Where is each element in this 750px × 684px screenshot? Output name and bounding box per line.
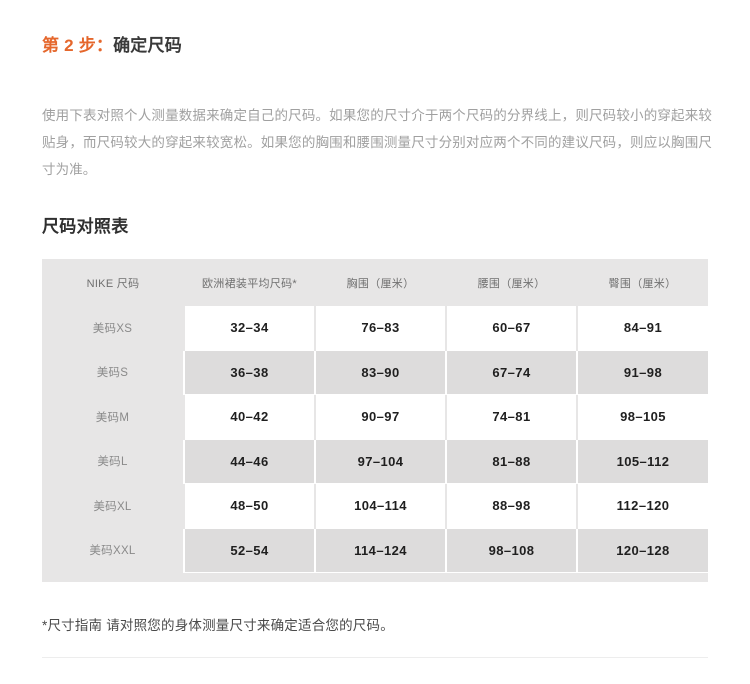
- row-label-s: 美码S: [42, 350, 184, 395]
- step-title-label: 确定尺码: [113, 36, 182, 55]
- cell-eu-m: 40–42: [183, 394, 315, 440]
- size-guide-footnote: *尺寸指南 请对照您的身体测量尺寸来确定适合您的尺码。: [42, 617, 394, 633]
- row-label-m: 美码M: [42, 394, 184, 439]
- cell-bust-xl: 104–114: [314, 483, 446, 529]
- row-label-xl: 美码XL: [42, 483, 184, 528]
- table-body: 美码XS 32–34 76–83 60–67 84–91 美码S 36–38 8…: [42, 306, 708, 573]
- page-title: 第 2 步：确定尺码: [42, 34, 182, 58]
- table-row: 美码XL 48–50 104–114 88–98 112–120: [42, 483, 708, 529]
- table-row: 美码L 44–46 97–104 81–88 105–112: [42, 439, 708, 484]
- table-header-row: NIKE 尺码 欧洲裙装平均尺码* 胸围（厘米） 腰围（厘米） 臀围（厘米）: [42, 259, 708, 306]
- cell-bust-xs: 76–83: [314, 306, 446, 351]
- step-number-label: 第 2 步：: [42, 36, 114, 55]
- cell-bust-l: 97–104: [314, 439, 446, 484]
- cell-waist-xxl: 98–108: [445, 528, 577, 573]
- cell-eu-l: 44–46: [183, 439, 315, 484]
- table-row: 美码XS 32–34 76–83 60–67 84–91: [42, 306, 708, 351]
- cell-eu-xxl: 52–54: [183, 528, 315, 573]
- cell-hip-m: 98–105: [576, 394, 708, 440]
- table-row: 美码XXL 52–54 114–124 98–108 120–128: [42, 528, 708, 573]
- cell-eu-xl: 48–50: [183, 483, 315, 529]
- table-row: 美码S 36–38 83–90 67–74 91–98: [42, 350, 708, 395]
- cell-waist-m: 74–81: [445, 394, 577, 440]
- column-header-bust: 胸围（厘米）: [315, 259, 446, 306]
- size-chart-table: NIKE 尺码 欧洲裙装平均尺码* 胸围（厘米） 腰围（厘米） 臀围（厘米） 美…: [42, 259, 708, 573]
- column-header-hip: 臀围（厘米）: [577, 259, 708, 306]
- cell-eu-s: 36–38: [183, 350, 315, 395]
- column-header-waist: 腰围（厘米）: [446, 259, 577, 306]
- cell-waist-l: 81–88: [445, 439, 577, 484]
- cell-waist-xl: 88–98: [445, 483, 577, 529]
- column-header-eu-dress-size: 欧洲裙装平均尺码*: [184, 259, 315, 306]
- section-title: 尺码对照表: [42, 217, 129, 237]
- row-label-xxl: 美码XXL: [42, 528, 184, 573]
- cell-hip-l: 105–112: [576, 439, 708, 484]
- column-header-nike-size: NIKE 尺码: [42, 259, 184, 306]
- cell-bust-xxl: 114–124: [314, 528, 446, 573]
- cell-hip-xl: 112–120: [576, 483, 708, 529]
- cell-waist-s: 67–74: [445, 350, 577, 395]
- row-label-l: 美码L: [42, 439, 184, 484]
- cell-hip-xs: 84–91: [576, 306, 708, 351]
- size-chart-container: NIKE 尺码 欧洲裙装平均尺码* 胸围（厘米） 腰围（厘米） 臀围（厘米） 美…: [42, 259, 708, 582]
- table-header: NIKE 尺码 欧洲裙装平均尺码* 胸围（厘米） 腰围（厘米） 臀围（厘米）: [42, 259, 708, 306]
- cell-bust-m: 90–97: [314, 394, 446, 440]
- table-row: 美码M 40–42 90–97 74–81 98–105: [42, 394, 708, 440]
- intro-paragraph: 使用下表对照个人测量数据来确定自己的尺码。如果您的尺寸介于两个尺码的分界线上，则…: [42, 107, 712, 177]
- row-label-xs: 美码XS: [42, 306, 184, 350]
- cell-hip-xxl: 120–128: [576, 528, 708, 573]
- cell-eu-xs: 32–34: [183, 306, 315, 351]
- cell-waist-xs: 60–67: [445, 306, 577, 351]
- section-divider: [42, 657, 708, 658]
- cell-hip-s: 91–98: [576, 350, 708, 395]
- cell-bust-s: 83–90: [314, 350, 446, 395]
